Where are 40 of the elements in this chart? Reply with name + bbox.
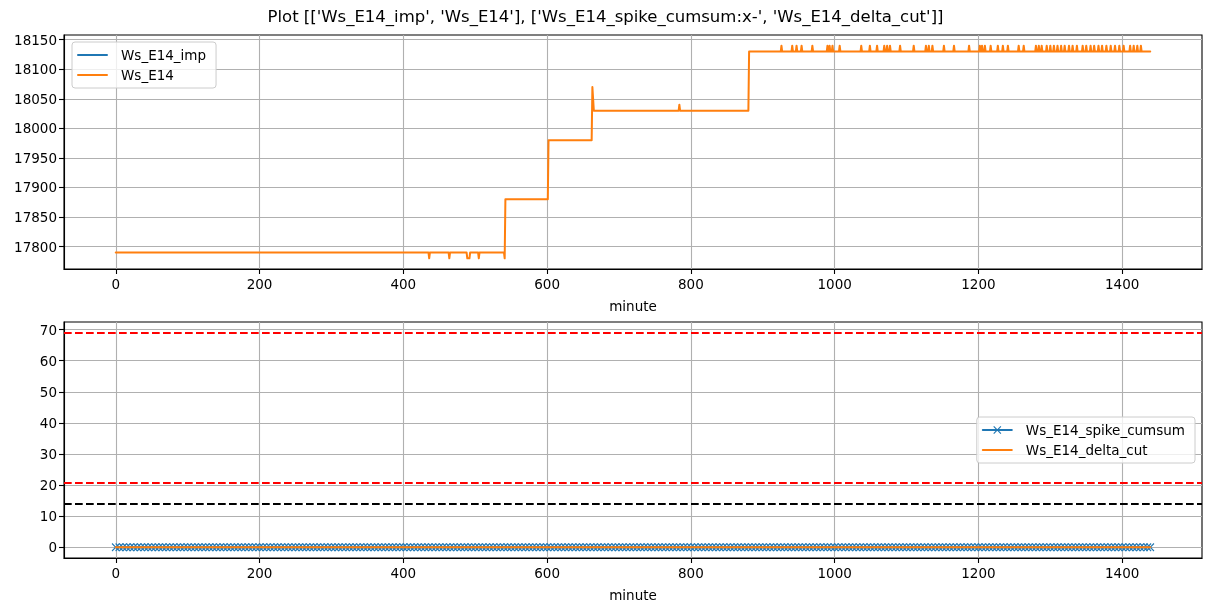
y-tick-label: 17850: [14, 209, 57, 225]
x-tick-label: 600: [534, 276, 560, 292]
x-axis-title: minute: [609, 298, 657, 314]
x-tick-label: 800: [677, 565, 704, 581]
x-tick-label: 1200: [961, 276, 996, 292]
y-tick-label: 17900: [14, 179, 57, 196]
y-tick-label: 70: [39, 321, 57, 338]
legend-label: Ws_E14: [121, 67, 174, 83]
y-tick-label: 20: [39, 477, 57, 494]
line-series: [114, 44, 1152, 260]
x-tick-label: 1400: [1105, 565, 1140, 581]
y-tick-label: 60: [39, 352, 57, 369]
chart-title: Plot [['Ws_E14_imp', 'Ws_E14'], ['Ws_E14_spike_cumsum:x-', 'Ws_E14_delta_cut']]: [267, 7, 944, 27]
y-tick-label: 30: [39, 445, 57, 462]
y-tick-label: 17950: [14, 149, 57, 166]
y-tick-label: 17800: [14, 238, 57, 255]
x-tick-label: 1200: [961, 565, 996, 581]
legend-label: Ws_E14_imp: [121, 47, 207, 63]
x-tick-label: 400: [390, 276, 417, 292]
x-tick-label: 1000: [817, 276, 852, 292]
x-tick-label: 800: [677, 276, 704, 292]
x-tick-label: 1400: [1105, 276, 1140, 292]
x-axis-title: minute: [609, 587, 657, 603]
x-tick-label: 200: [246, 276, 273, 292]
legend-label: Ws_E14_delta_cut: [1025, 442, 1148, 458]
y-tick-label: 18150: [14, 31, 57, 48]
y-tick-label: 10: [39, 508, 57, 525]
x-tick-label: 600: [534, 565, 560, 581]
y-tick-label: 18050: [14, 90, 57, 107]
legend-label: Ws_E14_spike_cumsum: [1025, 422, 1186, 438]
x-tick-label: 200: [246, 565, 273, 581]
y-tick-label: 18000: [14, 120, 57, 137]
y-tick-label: 0: [48, 539, 57, 556]
y-tick-label: 40: [39, 414, 57, 431]
y-tick-label: 18100: [14, 61, 57, 78]
x-tick-label: 0: [111, 276, 121, 292]
x-tick-label: 0: [111, 565, 121, 581]
x-tick-label: 400: [390, 565, 417, 581]
x-tick-label: 1000: [817, 565, 852, 581]
y-tick-label: 50: [39, 383, 57, 400]
